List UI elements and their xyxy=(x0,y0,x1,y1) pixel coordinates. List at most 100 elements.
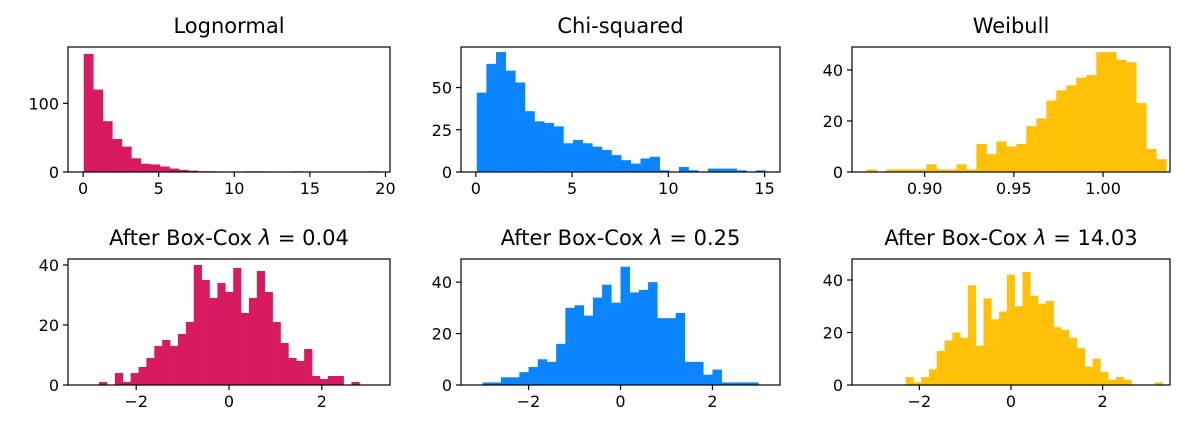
histogram-bar xyxy=(620,266,630,385)
histogram-bar xyxy=(241,313,250,385)
y-tick-label: 0 xyxy=(442,376,452,395)
histogram-bar xyxy=(1006,146,1017,172)
histogram-bar xyxy=(640,158,651,172)
x-tick-label: 1.00 xyxy=(1085,179,1121,198)
histogram-bar xyxy=(476,92,487,172)
histogram-bar xyxy=(1076,77,1087,172)
histogram-bar xyxy=(114,373,124,385)
histogram-bar xyxy=(1061,329,1070,385)
x-tick-label: 0 xyxy=(1006,392,1016,411)
histogram-bar xyxy=(916,169,927,172)
histogram-bar xyxy=(131,158,142,172)
histogram-bar xyxy=(528,367,539,385)
histogram-bar xyxy=(996,141,1007,172)
histogram-bar xyxy=(684,361,695,385)
histogram-bar xyxy=(727,168,737,172)
histogram-bar xyxy=(1006,274,1015,385)
histogram-bar xyxy=(574,305,585,385)
histogram-bar xyxy=(736,170,747,172)
histogram-bar xyxy=(1056,90,1067,172)
histogram-bar xyxy=(926,164,937,172)
histogram-bar xyxy=(1038,303,1047,385)
histogram-bar xyxy=(177,334,187,385)
histogram-bar xyxy=(486,63,497,172)
histogram-bar xyxy=(1136,103,1147,172)
histogram-bar xyxy=(991,319,1000,385)
histogram-bar xyxy=(1146,149,1157,172)
histogram-bar xyxy=(573,139,583,172)
histogram-bar xyxy=(544,123,555,172)
histogram-bar xyxy=(264,292,273,385)
histogram-bar xyxy=(327,376,337,385)
x-tick-label: 0 xyxy=(78,179,88,198)
x-tick-label: 5 xyxy=(567,179,577,198)
histogram-bar xyxy=(592,146,603,172)
y-tick-label: 20 xyxy=(39,316,59,335)
histogram-bar xyxy=(225,292,234,385)
histogram-bar xyxy=(162,340,171,385)
histogram-bar xyxy=(1045,301,1054,385)
histogram-bar xyxy=(99,382,108,385)
histogram-bar xyxy=(749,382,759,385)
histogram-bar xyxy=(510,377,520,385)
histogram-bar xyxy=(688,170,699,172)
y-tick-label: 20 xyxy=(432,325,452,344)
histogram-bar xyxy=(1123,379,1132,385)
y-tick-label: 20 xyxy=(823,112,843,131)
x-tick-label: 0.90 xyxy=(907,179,943,198)
histogram-bar xyxy=(272,322,281,385)
histogram-bar xyxy=(717,168,728,172)
histogram-bar xyxy=(496,52,506,172)
panel-title: After Box-Cox λ = 0.25 xyxy=(501,226,741,250)
histogram-bar xyxy=(960,337,969,385)
histogram-bar xyxy=(546,361,557,385)
histogram-bar xyxy=(1026,126,1037,172)
y-tick-label: 40 xyxy=(823,61,843,80)
y-tick-label: 40 xyxy=(432,273,452,292)
x-tick-label: −2 xyxy=(124,392,148,411)
histogram-bar xyxy=(712,369,722,385)
histogram-bar xyxy=(537,359,548,385)
histogram-bar xyxy=(1115,377,1125,385)
histogram-bar xyxy=(1084,366,1093,385)
histogram-bar xyxy=(582,143,593,172)
histogram-bar xyxy=(1106,52,1117,173)
histogram-bar xyxy=(678,166,689,172)
y-tick-label: 40 xyxy=(823,271,843,290)
y-tick-label: 0 xyxy=(833,376,843,395)
x-tick-label: −2 xyxy=(517,392,541,411)
histogram-bar xyxy=(638,289,649,385)
histogram-bar xyxy=(1069,337,1078,385)
histogram-bar xyxy=(553,126,564,172)
y-tick-label: 0 xyxy=(49,376,59,395)
histogram-bar xyxy=(1066,85,1077,172)
x-tick-label: 2 xyxy=(707,392,717,411)
histogram-bar xyxy=(524,111,535,172)
histogram-bar xyxy=(140,163,151,172)
histogram-panel: 0 5 10 15 0 25 50 Chi-squared xyxy=(432,14,781,198)
histogram-bar xyxy=(515,82,526,172)
histogram-bar xyxy=(296,361,305,385)
panel-title: After Box-Cox λ = 14.03 xyxy=(884,226,1137,250)
histogram-bar xyxy=(233,268,242,385)
histogram-bar xyxy=(112,139,123,172)
histogram-bar xyxy=(1022,272,1031,385)
histogram-bar xyxy=(976,143,987,172)
histogram-bar xyxy=(1016,143,1027,172)
y-tick-label: 50 xyxy=(432,79,452,98)
histogram-bar xyxy=(170,346,179,385)
x-tick-label: 15 xyxy=(300,179,320,198)
histogram-bar xyxy=(217,283,226,385)
histogram-bar xyxy=(1086,75,1097,172)
histogram-bar xyxy=(102,121,113,172)
histogram-bar xyxy=(602,284,612,385)
x-tick-label: 0 xyxy=(224,392,234,411)
histogram-bar xyxy=(928,369,938,385)
histogram-bar xyxy=(648,282,658,385)
histogram-panel: 0.90 0.95 1.00 0 20 40 Weibull xyxy=(823,14,1171,198)
histogram-bar xyxy=(201,280,210,385)
histogram-bar xyxy=(666,318,676,385)
histogram-bar xyxy=(721,382,732,385)
histogram-bar xyxy=(319,379,329,385)
histogram-bar xyxy=(650,156,660,172)
